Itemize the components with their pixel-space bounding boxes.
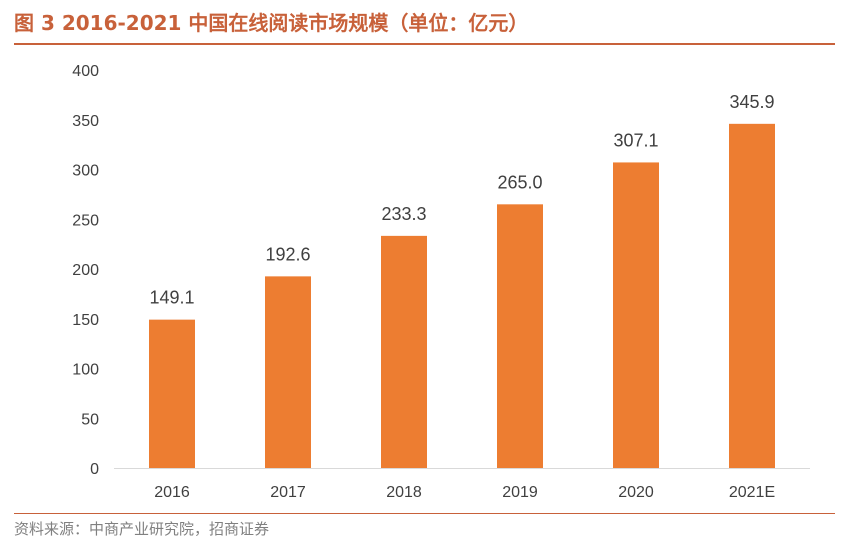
y-tick-label: 250 <box>72 212 99 229</box>
y-tick-label: 350 <box>72 113 99 130</box>
data-label: 192.6 <box>265 244 310 264</box>
bar-series <box>149 123 775 469</box>
y-tick-label: 50 <box>81 411 99 428</box>
y-tick-label: 0 <box>90 461 99 478</box>
x-tick-label: 2016 <box>154 484 190 501</box>
data-label: 233.3 <box>381 204 426 224</box>
data-label: 307.1 <box>613 130 658 150</box>
data-labels: 149.1 192.6 233.3 265.0 307.1 345.9 <box>149 92 774 308</box>
footer-divider <box>14 513 835 514</box>
bar-2018 <box>381 235 427 468</box>
source-note: 资料来源：中商产业研究院，招商证券 <box>14 520 270 538</box>
y-tick-label: 150 <box>72 312 99 329</box>
data-label: 149.1 <box>149 288 194 308</box>
bar-2021e <box>729 123 775 468</box>
y-tick-label: 400 <box>72 63 99 80</box>
x-tick-label: 2018 <box>386 484 422 501</box>
title-divider <box>14 43 835 45</box>
bar-2017 <box>265 276 311 468</box>
bar-2016 <box>149 319 195 468</box>
y-tick-label: 200 <box>72 262 99 279</box>
x-tick-label: 2021E <box>729 484 775 501</box>
x-tick-label: 2019 <box>502 484 538 501</box>
y-tick-label: 300 <box>72 163 99 180</box>
bar-2019 <box>497 204 543 468</box>
data-label: 265.0 <box>497 172 542 192</box>
x-tick-label: 2017 <box>270 484 306 501</box>
x-tick-label: 2020 <box>618 484 654 501</box>
chart-title: 图 3 2016-2021 中国在线阅读市场规模（单位：亿元） <box>14 11 529 35</box>
x-axis: 2016 2017 2018 2019 2020 2021E <box>154 484 775 501</box>
y-tick-label: 100 <box>72 362 99 379</box>
y-axis: 0 50 100 150 200 250 300 350 400 <box>72 63 99 478</box>
data-label: 345.9 <box>729 92 774 112</box>
bar-2020 <box>613 162 659 469</box>
